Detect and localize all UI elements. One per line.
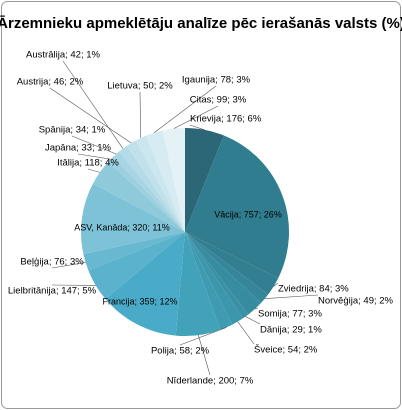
pie-slice	[185, 232, 262, 315]
leader-line	[77, 153, 111, 160]
pie-slice	[105, 232, 185, 336]
data-label: Japāna; 33; 1%	[45, 143, 112, 154]
pie-slice	[88, 232, 185, 299]
data-label: Dānija; 29; 1%	[260, 325, 322, 336]
data-label: Vācija; 757; 26%	[214, 209, 282, 219]
leader-line	[245, 316, 261, 325]
data-label: Krievija; 176; 6%	[190, 114, 262, 125]
data-label: Francija; 359; 12%	[102, 296, 177, 306]
pie-slice	[185, 232, 279, 295]
data-label: Igaunija; 78; 3%	[182, 75, 251, 86]
pie-slice	[162, 128, 185, 232]
leader-line	[198, 335, 211, 376]
pie-slice	[119, 145, 185, 232]
pie-slice	[185, 232, 269, 303]
pie-slice	[175, 232, 221, 336]
data-label: Itālija; 118; 4%	[57, 158, 119, 169]
data-label: Zviedrija; 84; 3%	[278, 284, 349, 295]
leader-line	[254, 307, 259, 310]
data-label: Somija; 77; 3%	[258, 309, 322, 320]
pie-slice	[135, 135, 185, 232]
pie-slice	[185, 135, 289, 279]
pie-slice	[185, 128, 224, 232]
data-label: Citas; 99; 3%	[190, 95, 247, 106]
pie-slice	[145, 130, 185, 232]
leader-line	[51, 262, 86, 269]
data-label: Lielbritānija; 147; 5%	[8, 286, 97, 297]
leader-line	[62, 60, 124, 149]
pie-slice	[185, 232, 243, 325]
pie-slice	[80, 183, 185, 255]
pie-slice	[185, 232, 249, 319]
data-label: Norvēģija; 49; 2%	[318, 296, 394, 307]
data-label: Austrija; 46; 2%	[17, 77, 84, 88]
data-label: ASV, Kanāda; 320; 11%	[74, 222, 170, 232]
data-label: Nīderlande; 200; 7%	[167, 376, 254, 387]
leader-line	[237, 321, 255, 345]
data-label: Austrālija; 42; 1%	[26, 50, 100, 61]
leader-line	[139, 91, 142, 138]
leader-line	[189, 124, 205, 131]
leader-line	[71, 135, 117, 155]
data-label: Lietuva; 50; 2%	[107, 81, 173, 92]
data-label: Beļģija; 76; 3%	[20, 257, 84, 268]
chart-title: Ārzemnieku apmeklētāju analīze pēc ieraš…	[0, 15, 402, 32]
data-label: Spānija; 34; 1%	[39, 125, 106, 136]
leader-line	[173, 105, 219, 129]
leader-line	[87, 168, 100, 173]
leader-line	[154, 85, 217, 133]
data-label: Šveice; 54; 2%	[254, 345, 318, 356]
data-label: Polija; 58; 2%	[151, 346, 210, 357]
pie-slice	[126, 140, 185, 232]
pie-slice	[185, 232, 233, 330]
leader-line	[264, 294, 319, 300]
leader-line	[273, 282, 279, 287]
pie-slice	[113, 151, 185, 232]
pie-slice	[92, 161, 185, 232]
pie-slice	[83, 232, 185, 271]
pie-slice	[108, 156, 185, 232]
leader-line	[49, 87, 132, 144]
